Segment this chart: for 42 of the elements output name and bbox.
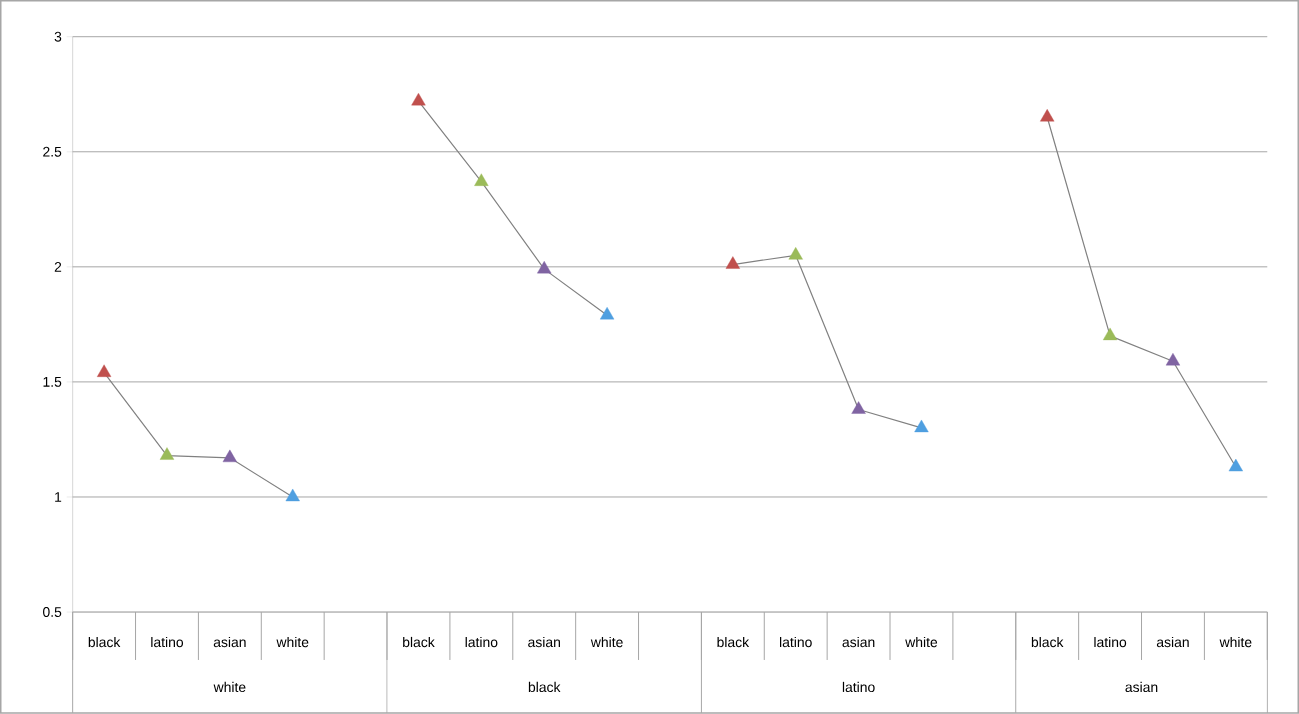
y-tick-label: 1.5 [43,377,62,387]
x-tick-label: asian [213,637,246,648]
point [725,256,740,269]
x-tick-label: white [905,637,938,648]
point [914,419,929,433]
y-tick-label: 2 [54,262,62,272]
x-tick-label: white [1219,637,1252,648]
point [851,401,866,414]
x-tick-label: black [88,637,121,648]
x-tick-label: white [590,637,623,648]
x-tick-label: asian [842,637,875,648]
y-tick-label: 2.5 [43,146,62,157]
text: white [213,681,246,693]
x-tick-label: latino [780,637,812,648]
x-tick-label: latino [465,637,498,648]
text: asian [1125,681,1158,693]
point [1102,327,1118,341]
x-tick-label: black [403,637,435,648]
x-tick-label: latino [1094,637,1127,648]
point [285,488,300,502]
y-tick-label: 3 [54,31,62,42]
x-tick-label: asian [528,637,560,648]
x-tick-label: white [276,637,309,648]
point [537,261,552,274]
x-tick-label: black [1031,637,1064,648]
point [159,447,175,460]
text: latino [842,681,875,693]
x-tick-label: latino [151,637,184,648]
point [96,364,112,378]
y-tick-label: 1 [55,492,62,502]
point [222,449,237,463]
x-tick-label: asian [1156,637,1189,648]
point [788,247,803,260]
point [411,93,426,106]
x-tick-label: black [717,637,750,648]
point [599,307,615,320]
text: black [528,681,561,693]
point [1228,459,1243,472]
point [474,173,489,187]
point [1165,353,1181,366]
point [1040,109,1055,122]
y-tick-label: 0.5 [43,607,62,618]
